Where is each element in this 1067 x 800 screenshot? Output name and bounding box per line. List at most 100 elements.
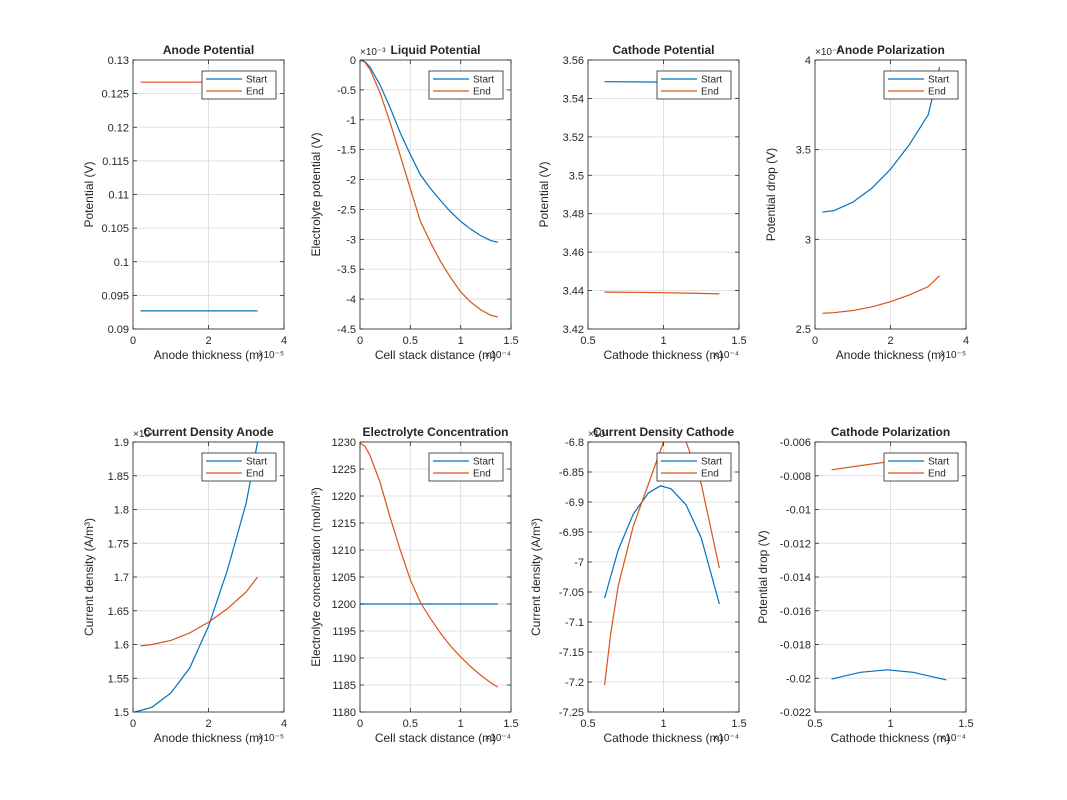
y-tick-label: -2.5 bbox=[337, 204, 356, 216]
y-tick-label: -0.022 bbox=[780, 707, 811, 719]
y-tick-label: -6.95 bbox=[559, 527, 584, 539]
x-axis-label: Cathode thickness (m) bbox=[603, 348, 723, 362]
y-tick-label: -0.014 bbox=[780, 572, 811, 584]
x-tick-label: 1.5 bbox=[958, 718, 973, 730]
y-tick-label: 3.5 bbox=[796, 145, 811, 157]
x-tick-label: 1.5 bbox=[503, 718, 518, 730]
x-tick-label: 4 bbox=[281, 718, 287, 730]
y-tick-label: -0.018 bbox=[780, 640, 811, 652]
x-exponent-label: ×10⁻⁴ bbox=[484, 350, 511, 361]
y-tick-label: 3.54 bbox=[563, 93, 584, 105]
y-axis-label: Current density (A/m³) bbox=[529, 518, 543, 636]
y-tick-label: 0.12 bbox=[108, 122, 129, 134]
series-line-start bbox=[831, 669, 947, 681]
y-tick-label: -1.5 bbox=[337, 145, 356, 157]
y-axis-label: Electrolyte concentration (mol/m³) bbox=[309, 487, 323, 666]
x-exponent-label: ×10⁻⁴ bbox=[712, 350, 739, 361]
chart-title: Anode Potential bbox=[163, 43, 254, 57]
subplot-7: 0.5 1 1.5 -7.25 -7.2 -7.15 -7.1 -7.05 -7 -6.95 -6.… bbox=[529, 425, 747, 745]
y-tick-label: 0 bbox=[350, 55, 356, 67]
y-tick-label: -6.9 bbox=[565, 497, 584, 509]
y-tick-label: 3.5 bbox=[569, 170, 584, 182]
y-tick-label: 4 bbox=[805, 55, 811, 67]
subplot-1: 0 2 4 0.09 0.095 0.1 0.105 0.11 0.115 0.12 0.125 0.… bbox=[82, 43, 287, 362]
subplot-3: 0.5 1 1.5 3.42 3.44 3.46 3.48 3.5 3.52 3.54 3.56 Ca… bbox=[537, 43, 747, 362]
x-tick-label: 0.5 bbox=[403, 335, 418, 347]
legend-label-end: End bbox=[473, 87, 491, 98]
legend-label-start: Start bbox=[928, 457, 949, 468]
y-tick-label: 1.5 bbox=[114, 707, 129, 719]
x-tick-label: 0 bbox=[812, 335, 818, 347]
y-tick-label: 1220 bbox=[332, 491, 356, 503]
x-exponent-label: ×10⁻⁵ bbox=[940, 350, 966, 361]
series-line-start bbox=[360, 60, 499, 243]
y-tick-label: 1.6 bbox=[114, 640, 129, 652]
subplot-4: 0 2 4 2.5 3 3.5 4 Anode Polarization Anode thick… bbox=[764, 43, 969, 362]
x-tick-label: 1 bbox=[458, 718, 464, 730]
legend-label-start: Start bbox=[473, 457, 494, 468]
y-tick-label: 3.44 bbox=[563, 286, 584, 298]
x-tick-label: 0.5 bbox=[580, 718, 595, 730]
legend-label-end: End bbox=[701, 469, 719, 480]
legend-label-end: End bbox=[246, 87, 264, 98]
y-tick-label: 1.85 bbox=[108, 471, 129, 483]
y-tick-label: 1200 bbox=[332, 599, 356, 611]
legend-box bbox=[656, 452, 732, 482]
y-tick-label: 3 bbox=[805, 234, 811, 246]
x-tick-label: 2 bbox=[887, 335, 893, 347]
legend-label-start: Start bbox=[701, 75, 722, 86]
y-tick-label: 1190 bbox=[332, 653, 356, 665]
y-tick-label: -7.1 bbox=[565, 617, 584, 629]
series-line-end bbox=[360, 442, 499, 688]
legend-label-end: End bbox=[473, 469, 491, 480]
y-axis-label: Potential (V) bbox=[537, 161, 551, 227]
y-tick-label: -4.5 bbox=[337, 324, 356, 336]
x-exponent-label: ×10⁻⁴ bbox=[939, 733, 966, 744]
y-exponent-label: ×10⁻³ bbox=[360, 47, 386, 58]
x-tick-label: 1 bbox=[458, 335, 464, 347]
y-tick-label: -0.012 bbox=[780, 538, 811, 550]
y-tick-label: 1.75 bbox=[108, 538, 129, 550]
x-axis-label: Anode thickness (m) bbox=[836, 348, 945, 362]
x-tick-label: 2 bbox=[205, 718, 211, 730]
subplot-5: 0 2 4 1.5 1.55 1.6 1.65 1.7 1.75 1.8 1.85 1.9 Curren… bbox=[82, 425, 287, 745]
x-tick-label: 4 bbox=[963, 335, 969, 347]
y-tick-label: 3.46 bbox=[563, 247, 584, 259]
y-tick-label: 0.115 bbox=[102, 156, 129, 168]
y-exponent-label: ×10⁻³ bbox=[815, 47, 841, 58]
x-tick-label: 0 bbox=[357, 718, 363, 730]
y-axis-label: Potential drop (V) bbox=[756, 530, 770, 623]
chart-title: Current Density Anode bbox=[143, 425, 274, 439]
legend-label-start: Start bbox=[701, 457, 722, 468]
series-line-start bbox=[604, 485, 720, 605]
series-line-start bbox=[134, 442, 259, 712]
y-tick-label: -0.008 bbox=[780, 471, 811, 483]
y-tick-label: -7 bbox=[574, 557, 584, 569]
subplot-8: 0.5 1 1.5 -0.022 -0.02 -0.018 -0.016 -0.014 -0.0… bbox=[756, 425, 974, 745]
y-tick-label: 1215 bbox=[332, 518, 356, 530]
y-tick-label: -7.25 bbox=[559, 707, 584, 719]
x-axis-label: Cell stack distance (m) bbox=[375, 731, 496, 745]
series-line-end bbox=[604, 291, 720, 295]
series-line-end bbox=[360, 60, 499, 318]
x-exponent-label: ×10⁻⁴ bbox=[484, 733, 511, 744]
y-axis-label: Potential drop (V) bbox=[764, 148, 778, 241]
x-tick-label: 0.5 bbox=[580, 335, 595, 347]
y-axis-label: Current density (A/m³) bbox=[82, 518, 96, 636]
y-tick-label: 1230 bbox=[332, 437, 356, 449]
y-tick-label: 2.5 bbox=[796, 324, 811, 336]
y-tick-label: -7.05 bbox=[559, 587, 584, 599]
x-exponent-label: ×10⁻⁵ bbox=[258, 733, 284, 744]
y-tick-label: 0.1 bbox=[114, 257, 129, 269]
x-axis-label: Cathode thickness (m) bbox=[830, 731, 950, 745]
legend-box bbox=[201, 70, 277, 100]
x-tick-label: 0.5 bbox=[807, 718, 822, 730]
y-tick-label: -7.2 bbox=[565, 677, 584, 689]
y-tick-label: 0.105 bbox=[101, 223, 129, 235]
legend-box bbox=[883, 70, 959, 100]
legend-label-start: Start bbox=[246, 457, 267, 468]
